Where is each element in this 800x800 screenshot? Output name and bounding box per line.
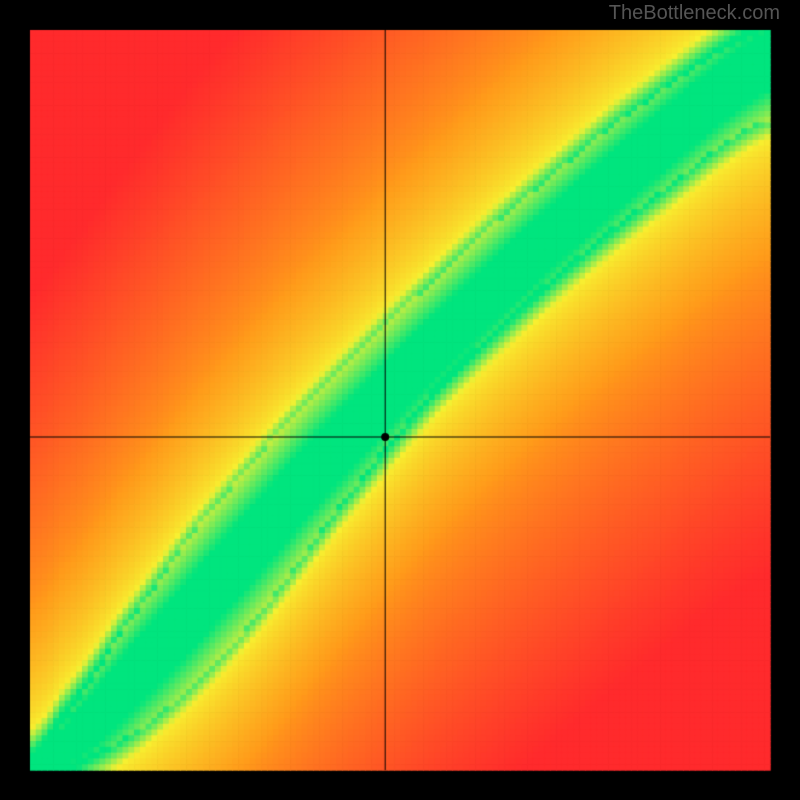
bottleneck-heatmap <box>0 0 800 800</box>
chart-container: TheBottleneck.com <box>0 0 800 800</box>
watermark-text: TheBottleneck.com <box>609 2 780 25</box>
